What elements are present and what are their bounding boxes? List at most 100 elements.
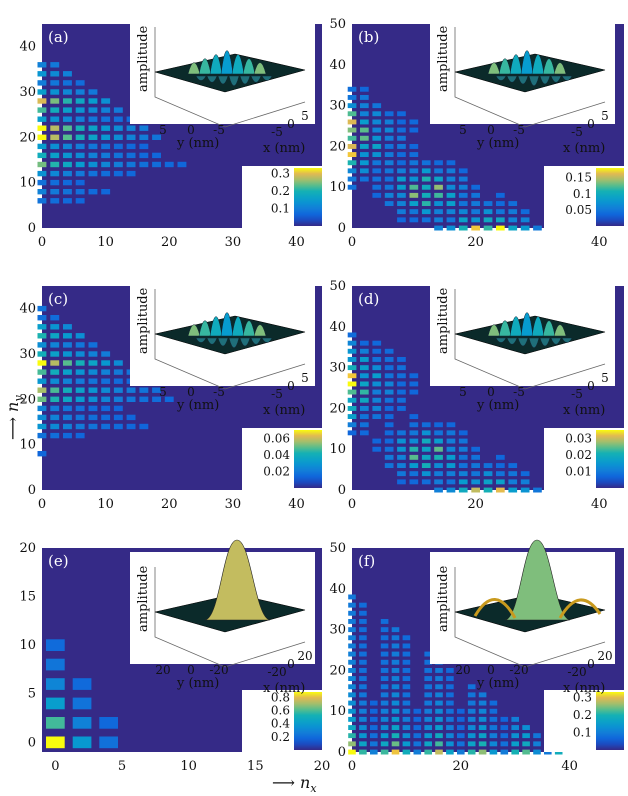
heatmap-cell: [37, 152, 47, 159]
heatmap-cell: [360, 135, 369, 141]
heatmap-cell: [152, 387, 161, 393]
heatmap-cell: [101, 351, 111, 357]
colorbar-tick-label: 0.03: [565, 431, 592, 445]
heatmap-cell: [126, 161, 136, 168]
heatmap-cell: [88, 143, 98, 150]
heatmap-cell: [126, 387, 136, 393]
heatmap-cell: [457, 741, 465, 747]
heatmap-cell: [458, 471, 468, 477]
heatmap-cell: [37, 170, 47, 177]
heatmap-cell: [75, 360, 85, 366]
heatmap-cell: [99, 717, 118, 729]
heatmap-cell: [50, 80, 60, 86]
heatmap-cell: [348, 684, 356, 690]
heatmap-cell: [409, 414, 419, 419]
x-tick-label: 20: [453, 759, 470, 774]
inset-ring: [473, 598, 602, 619]
heatmap-cell: [522, 749, 530, 755]
heatmap-cell: [139, 152, 149, 159]
heatmap-cell: [384, 430, 394, 436]
heatmap-cells: [347, 332, 542, 493]
heatmap-cell: [75, 98, 85, 104]
inset-y-tick: 0: [487, 123, 495, 137]
heatmap-cell: [457, 708, 465, 714]
y-tick-label: 30: [329, 99, 346, 114]
colorbar-tick-label: 0.3: [271, 166, 290, 180]
heatmap-cell: [37, 405, 47, 412]
heatmap-cell: [500, 749, 509, 755]
heatmap-cell: [511, 733, 519, 739]
heatmap-cell: [50, 315, 60, 321]
heatmap-cell: [384, 127, 394, 133]
heatmap-cell: [471, 209, 480, 215]
inset-z-label: amplitude: [136, 287, 151, 354]
colorbar: [596, 168, 624, 226]
heatmap-cell: [72, 697, 92, 710]
heatmap-cell: [348, 733, 356, 739]
inset-trough: [550, 75, 562, 83]
heatmap-cell: [50, 134, 60, 140]
heatmap-cell: [126, 152, 136, 159]
heatmap-cell: [348, 627, 356, 633]
heatmap-cell: [434, 438, 443, 444]
heatmap-cell: [446, 692, 454, 698]
colorbar-tick-label: 0.4: [271, 717, 290, 731]
heatmap-cell: [384, 111, 394, 117]
heatmap-cell: [360, 348, 369, 354]
heatmap-cell: [37, 451, 47, 457]
heatmap-cell: [500, 741, 509, 747]
heatmap-cell: [360, 430, 369, 436]
heatmap-cell: [424, 725, 432, 730]
heatmap-cell: [483, 487, 493, 493]
heatmap-cell: [384, 381, 394, 387]
heatmap-cell: [88, 351, 98, 357]
heatmap-cell: [397, 168, 406, 174]
heatmap-cell: [347, 348, 357, 354]
inset-trough: [539, 337, 551, 347]
heatmap-cell: [402, 643, 411, 649]
heatmap-cell: [126, 423, 136, 430]
heatmap-cell: [446, 446, 456, 452]
x-axis-label: ⟶ n: [272, 773, 310, 792]
heatmap-cell: [446, 192, 456, 198]
heatmap-cell: [520, 471, 530, 477]
heatmap-cell: [372, 438, 382, 444]
heatmap-cell: [75, 333, 85, 339]
heatmap-cell: [37, 80, 47, 86]
heatmap-cell: [75, 179, 85, 186]
colorbar-tick-label: 0.1: [271, 201, 290, 215]
y-tick-label: 10: [19, 438, 36, 453]
heatmap-cell: [360, 422, 369, 428]
heatmap-cell: [348, 659, 356, 665]
heatmap-cell: [421, 430, 431, 436]
y-tick-label: 10: [329, 442, 346, 457]
heatmap-cell: [46, 678, 65, 690]
x-tick-label: 5: [118, 759, 126, 774]
heatmap-cell: [471, 192, 480, 198]
heatmap-cell: [380, 635, 389, 641]
heatmap-cell: [348, 692, 356, 698]
inset-x-label: x (nm): [263, 141, 305, 156]
colorbar-tick-label: 0.04: [263, 448, 290, 462]
heatmap-cell: [489, 700, 498, 706]
heatmap-cell: [75, 107, 85, 113]
heatmap-cell: [424, 749, 432, 755]
heatmap-cell: [63, 351, 72, 357]
panel-label: (b): [358, 28, 379, 46]
heatmap-cell: [435, 716, 443, 722]
inset-y-tick: 5: [159, 385, 167, 399]
inset-x-tick: 0: [287, 379, 295, 393]
heatmap-cell: [397, 357, 406, 362]
heatmap-cell: [522, 733, 530, 739]
heatmap-cell: [372, 397, 382, 403]
heatmap-cell: [458, 454, 468, 460]
colorbar: [294, 692, 322, 750]
heatmap-cell: [402, 635, 411, 641]
inset-trough: [495, 337, 507, 343]
heatmap-cell: [434, 463, 443, 468]
heatmap-cell: [46, 736, 65, 749]
heatmap-cell: [126, 134, 136, 140]
heatmap-cell: [458, 209, 468, 215]
heatmap-cell: [37, 143, 47, 150]
